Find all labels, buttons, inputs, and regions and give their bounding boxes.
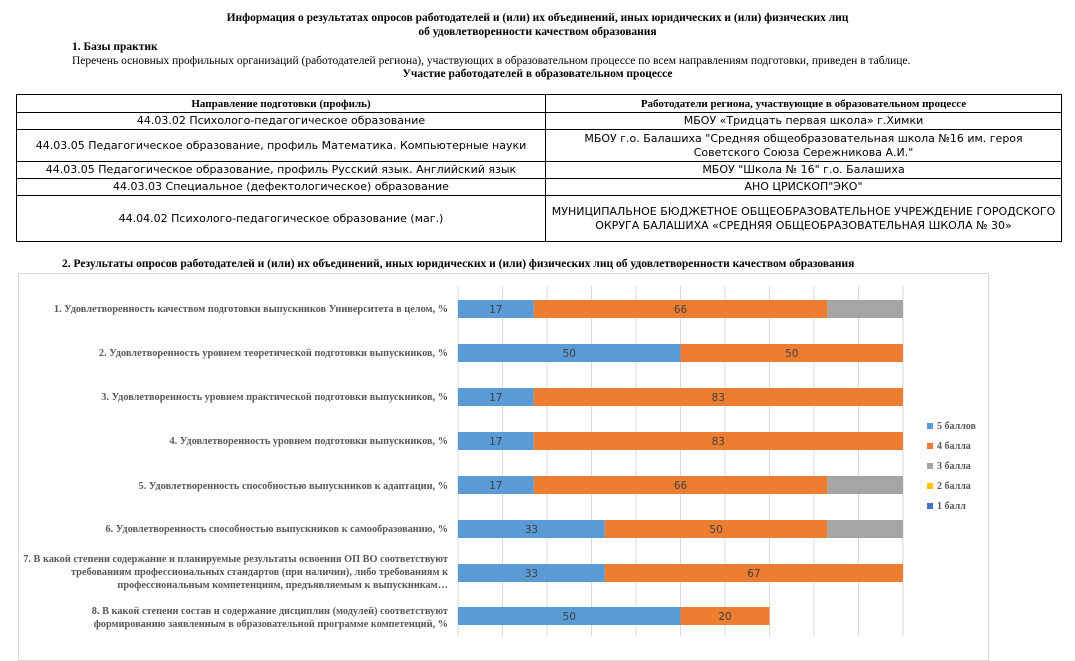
- question-label: 8. В какой степени состав и содержание д…: [91, 606, 448, 630]
- legend-item: 4 балла: [927, 436, 976, 456]
- data-label: 66: [674, 480, 688, 492]
- data-label: 17: [489, 436, 502, 448]
- doc-title-line2: об удовлетворенности качеством образован…: [418, 26, 657, 38]
- bar-segment: [827, 300, 903, 318]
- direction-cell: 44.03.03 Специальное (дефектологическое)…: [16, 178, 546, 196]
- legend-item: 2 балла: [927, 476, 976, 496]
- bar-segment: [827, 520, 903, 538]
- data-label: 50: [785, 348, 798, 360]
- bar-segment: [533, 388, 903, 406]
- question-label: 7. В какой степени содержание и планируе…: [23, 554, 448, 591]
- bar-segment: [827, 476, 903, 494]
- bar-segment: [458, 388, 534, 406]
- bar-segment: [458, 607, 681, 625]
- table-row: 44.03.05 Педагогическое образование, про…: [16, 129, 1062, 162]
- bar-segment: [458, 432, 534, 450]
- question-label: 4. Удовлетворенность уровнем подготовки …: [169, 436, 448, 447]
- data-label: 20: [718, 611, 731, 623]
- bar-segment: [458, 300, 534, 318]
- table-row: 44.03.03 Специальное (дефектологическое)…: [16, 178, 1062, 196]
- bar-segment: [604, 520, 828, 538]
- bar-segment: [458, 564, 605, 582]
- bar-segment: [533, 476, 828, 494]
- bar-segment: [458, 344, 681, 362]
- legend-label: 4 балла: [937, 440, 971, 452]
- question-label: 5. Удовлетворенность способностью выпуск…: [138, 481, 448, 492]
- data-label: 83: [712, 436, 725, 448]
- bar-segment: [680, 344, 903, 362]
- data-label: 83: [712, 392, 725, 404]
- legend-item: 1 балл: [927, 496, 976, 516]
- question-label: 3. Удовлетворенность уровнем практическо…: [101, 392, 448, 403]
- table-row: 44.03.05 Педагогическое образование, про…: [16, 161, 1062, 179]
- bar-segment: [680, 607, 770, 625]
- data-label: 67: [747, 568, 760, 580]
- legend-label: 3 балла: [937, 460, 971, 472]
- table-row: 44.04.02 Психолого-педагогическое образо…: [16, 195, 1062, 242]
- table-title: Участие работодателей в образовательном …: [402, 68, 673, 80]
- section1-intro: Перечень основных профильных организаций…: [72, 55, 911, 67]
- bar-segment: [533, 300, 828, 318]
- data-label: 17: [489, 392, 502, 404]
- legend-item: 5 баллов: [927, 416, 976, 436]
- data-label: 17: [489, 480, 502, 492]
- data-label: 66: [674, 304, 688, 316]
- direction-cell: 44.04.02 Психолого-педагогическое образо…: [16, 195, 546, 242]
- bar-segment: [604, 564, 903, 582]
- legend-swatch: [927, 463, 933, 469]
- direction-cell: 44.03.02 Психолого-педагогическое образо…: [16, 112, 546, 130]
- legend-label: 1 балл: [937, 500, 966, 512]
- chart-legend: 5 баллов 4 балла 3 балла 2 балла 1 балл: [927, 416, 976, 516]
- data-label: 50: [563, 348, 576, 360]
- employer-cell: МБОУ г.о. Балашиха "Средняя общеобразова…: [545, 129, 1062, 162]
- employers-table: Направление подготовки (профиль) Работод…: [16, 94, 1062, 242]
- question-label: 1. Удовлетворенность качеством подготовк…: [53, 304, 448, 315]
- section2-heading: 2. Результаты опросов работодателей и (и…: [62, 258, 855, 270]
- legend-swatch: [927, 443, 933, 449]
- data-label: 17: [489, 304, 502, 316]
- data-label: 33: [525, 524, 538, 536]
- data-label: 50: [563, 611, 576, 623]
- column-header: Направление подготовки (профиль): [16, 94, 546, 113]
- legend-label: 5 баллов: [937, 420, 976, 432]
- legend-swatch: [927, 423, 933, 429]
- legend-swatch: [927, 503, 933, 509]
- data-label: 50: [709, 524, 722, 536]
- employer-cell: МУНИЦИПАЛЬНОЕ БЮДЖЕТНОЕ ОБЩЕОБРАЗОВАТЕЛЬ…: [545, 195, 1062, 242]
- legend-item: 3 балла: [927, 456, 976, 476]
- table-row: 44.03.02 Психолого-педагогическое образо…: [16, 112, 1062, 130]
- section1-heading: 1. Базы практик: [72, 41, 158, 53]
- question-label: 2. Удовлетворенность уровнем теоретическ…: [98, 348, 448, 359]
- bar-segment: [533, 432, 903, 450]
- bar-segment: [458, 476, 534, 494]
- question-label: 6. Удовлетворенность способностью выпуск…: [105, 524, 448, 535]
- bar-segment: [458, 520, 605, 538]
- direction-cell: 44.03.05 Педагогическое образование, про…: [16, 129, 546, 162]
- legend-label: 2 балла: [937, 480, 971, 492]
- direction-cell: 44.03.05 Педагогическое образование, про…: [16, 161, 546, 179]
- data-label: 33: [525, 568, 538, 580]
- legend-swatch: [927, 483, 933, 489]
- doc-title-line1: Информация о результатах опросов работод…: [226, 12, 849, 24]
